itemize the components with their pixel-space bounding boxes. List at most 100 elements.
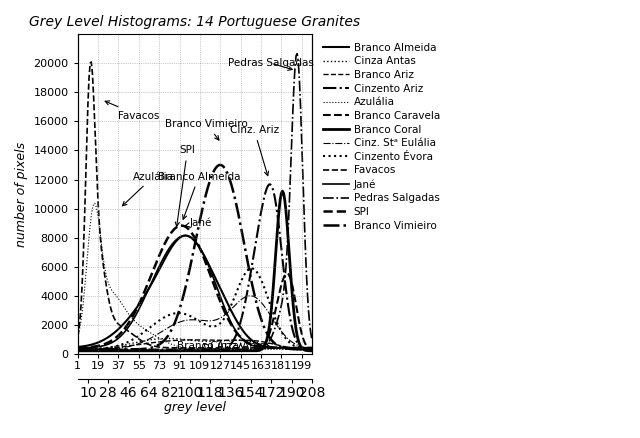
Text: Azulália: Azulália (122, 172, 174, 206)
Branco Caravela (74, 348, 81, 353)
Cinzento Évora (308, 346, 316, 352)
Cinzento Évora (156, 318, 163, 323)
Cinz. Stᵃ Eulália (240, 295, 248, 300)
Branco Coral (156, 348, 163, 353)
Cinza Antas (241, 338, 249, 343)
Cinzento Évora (248, 266, 256, 271)
Favacos (92, 149, 100, 154)
Branco Caravela (301, 341, 309, 346)
Cinzento Ariz (156, 348, 163, 353)
Branco Ariz (74, 348, 81, 353)
Cinza Antas (91, 346, 99, 352)
Branco Almeida (91, 341, 99, 346)
Cinzento Évora (301, 346, 309, 351)
Branco Coral (132, 348, 140, 353)
Jané (308, 345, 316, 350)
Branco Ariz (308, 348, 316, 353)
Favacos (241, 345, 249, 350)
Cinzento Ariz (266, 182, 274, 187)
Branco Coral (278, 188, 286, 194)
Cinzento Ariz (227, 342, 234, 347)
Jané (156, 264, 163, 269)
Text: Pedras Salgadas: Pedras Salgadas (228, 58, 314, 71)
Cinzento Ariz (74, 348, 81, 353)
Line: Azulália: Azulália (77, 203, 312, 350)
Jané (301, 345, 309, 350)
Favacos (74, 334, 81, 339)
Azulália (228, 347, 236, 352)
Cinzento Évora (240, 273, 248, 278)
Pedras Salgadas (74, 347, 81, 352)
Line: Branco Coral: Branco Coral (77, 191, 312, 351)
Text: Branco Vimieiro: Branco Vimieiro (165, 119, 248, 140)
Favacos (132, 335, 140, 340)
Cinzento Évora (91, 346, 99, 352)
Jané (132, 313, 140, 318)
Branco Ariz (156, 339, 163, 345)
SPI (178, 223, 186, 228)
Branco Almeida (241, 331, 249, 336)
Pedras Salgadas (240, 347, 248, 352)
Cinza Antas (132, 340, 140, 345)
SPI (132, 309, 140, 314)
Favacos (228, 345, 236, 350)
Pedras Salgadas (301, 239, 309, 244)
Pedras Salgadas (132, 347, 140, 352)
Cinza Antas (301, 347, 309, 353)
Cinzento Évora (132, 336, 140, 341)
Branco Vimieiro (74, 347, 81, 352)
Pedras Salgadas (293, 51, 301, 56)
Line: Cinzento Ariz: Cinzento Ariz (77, 184, 312, 351)
Cinzento Ariz (240, 305, 248, 311)
Line: Cinzento Évora: Cinzento Évora (77, 268, 312, 350)
Text: Favacos: Favacos (105, 101, 159, 120)
Branco Coral (91, 348, 99, 353)
Branco Coral (227, 348, 234, 353)
Azulália (132, 320, 140, 325)
Branco Vimieiro (91, 347, 99, 352)
Y-axis label: number of pixels: number of pixels (15, 141, 28, 247)
Jané (181, 233, 189, 238)
Branco Vimieiro (216, 162, 224, 168)
Cinz. Stᵃ Eulália (246, 293, 253, 298)
SPI (301, 345, 309, 350)
Cinz. Stᵃ Eulália (132, 342, 140, 347)
Branco Vimieiro (156, 342, 163, 347)
Branco Almeida (308, 345, 316, 350)
Azulália (241, 347, 249, 352)
Text: Cinz. Ariz: Cinz. Ariz (230, 125, 279, 176)
Favacos (262, 345, 269, 350)
Cinzento Évora (74, 347, 81, 352)
Branco Vimieiro (228, 183, 236, 188)
Pedras Salgadas (91, 347, 99, 352)
Branco Almeida (74, 344, 81, 350)
SPI (91, 344, 99, 349)
Cinz. Stᵃ Eulália (156, 331, 163, 336)
Cinzento Ariz (301, 347, 309, 352)
Pedras Salgadas (308, 337, 316, 342)
Line: SPI: SPI (77, 226, 312, 348)
Cinza Antas (74, 347, 81, 353)
Branco Caravela (283, 271, 291, 276)
Favacos (88, 59, 95, 64)
Text: Cinza Antas: Cinza Antas (210, 341, 271, 351)
Azulália (92, 203, 100, 208)
Title: Grey Level Histograms: 14 Portuguese Granites: Grey Level Histograms: 14 Portuguese Gra… (29, 15, 360, 29)
Line: Favacos: Favacos (77, 62, 312, 348)
Cinz. Stᵃ Eulália (91, 346, 99, 352)
Branco Caravela (156, 348, 163, 353)
Azulália (91, 201, 99, 206)
Azulália (301, 347, 309, 352)
Branco Ariz (228, 338, 236, 343)
Cinza Antas (156, 336, 163, 342)
Branco Caravela (308, 347, 316, 353)
SPI (241, 338, 249, 343)
SPI (228, 322, 236, 328)
Cinza Antas (228, 338, 236, 343)
Cinz. Stᵃ Eulália (74, 347, 81, 352)
Branco Caravela (227, 348, 234, 353)
Cinzento Ariz (132, 348, 140, 353)
Jané (241, 339, 249, 344)
Branco Caravela (91, 348, 99, 353)
Line: Pedras Salgadas: Pedras Salgadas (77, 53, 312, 350)
